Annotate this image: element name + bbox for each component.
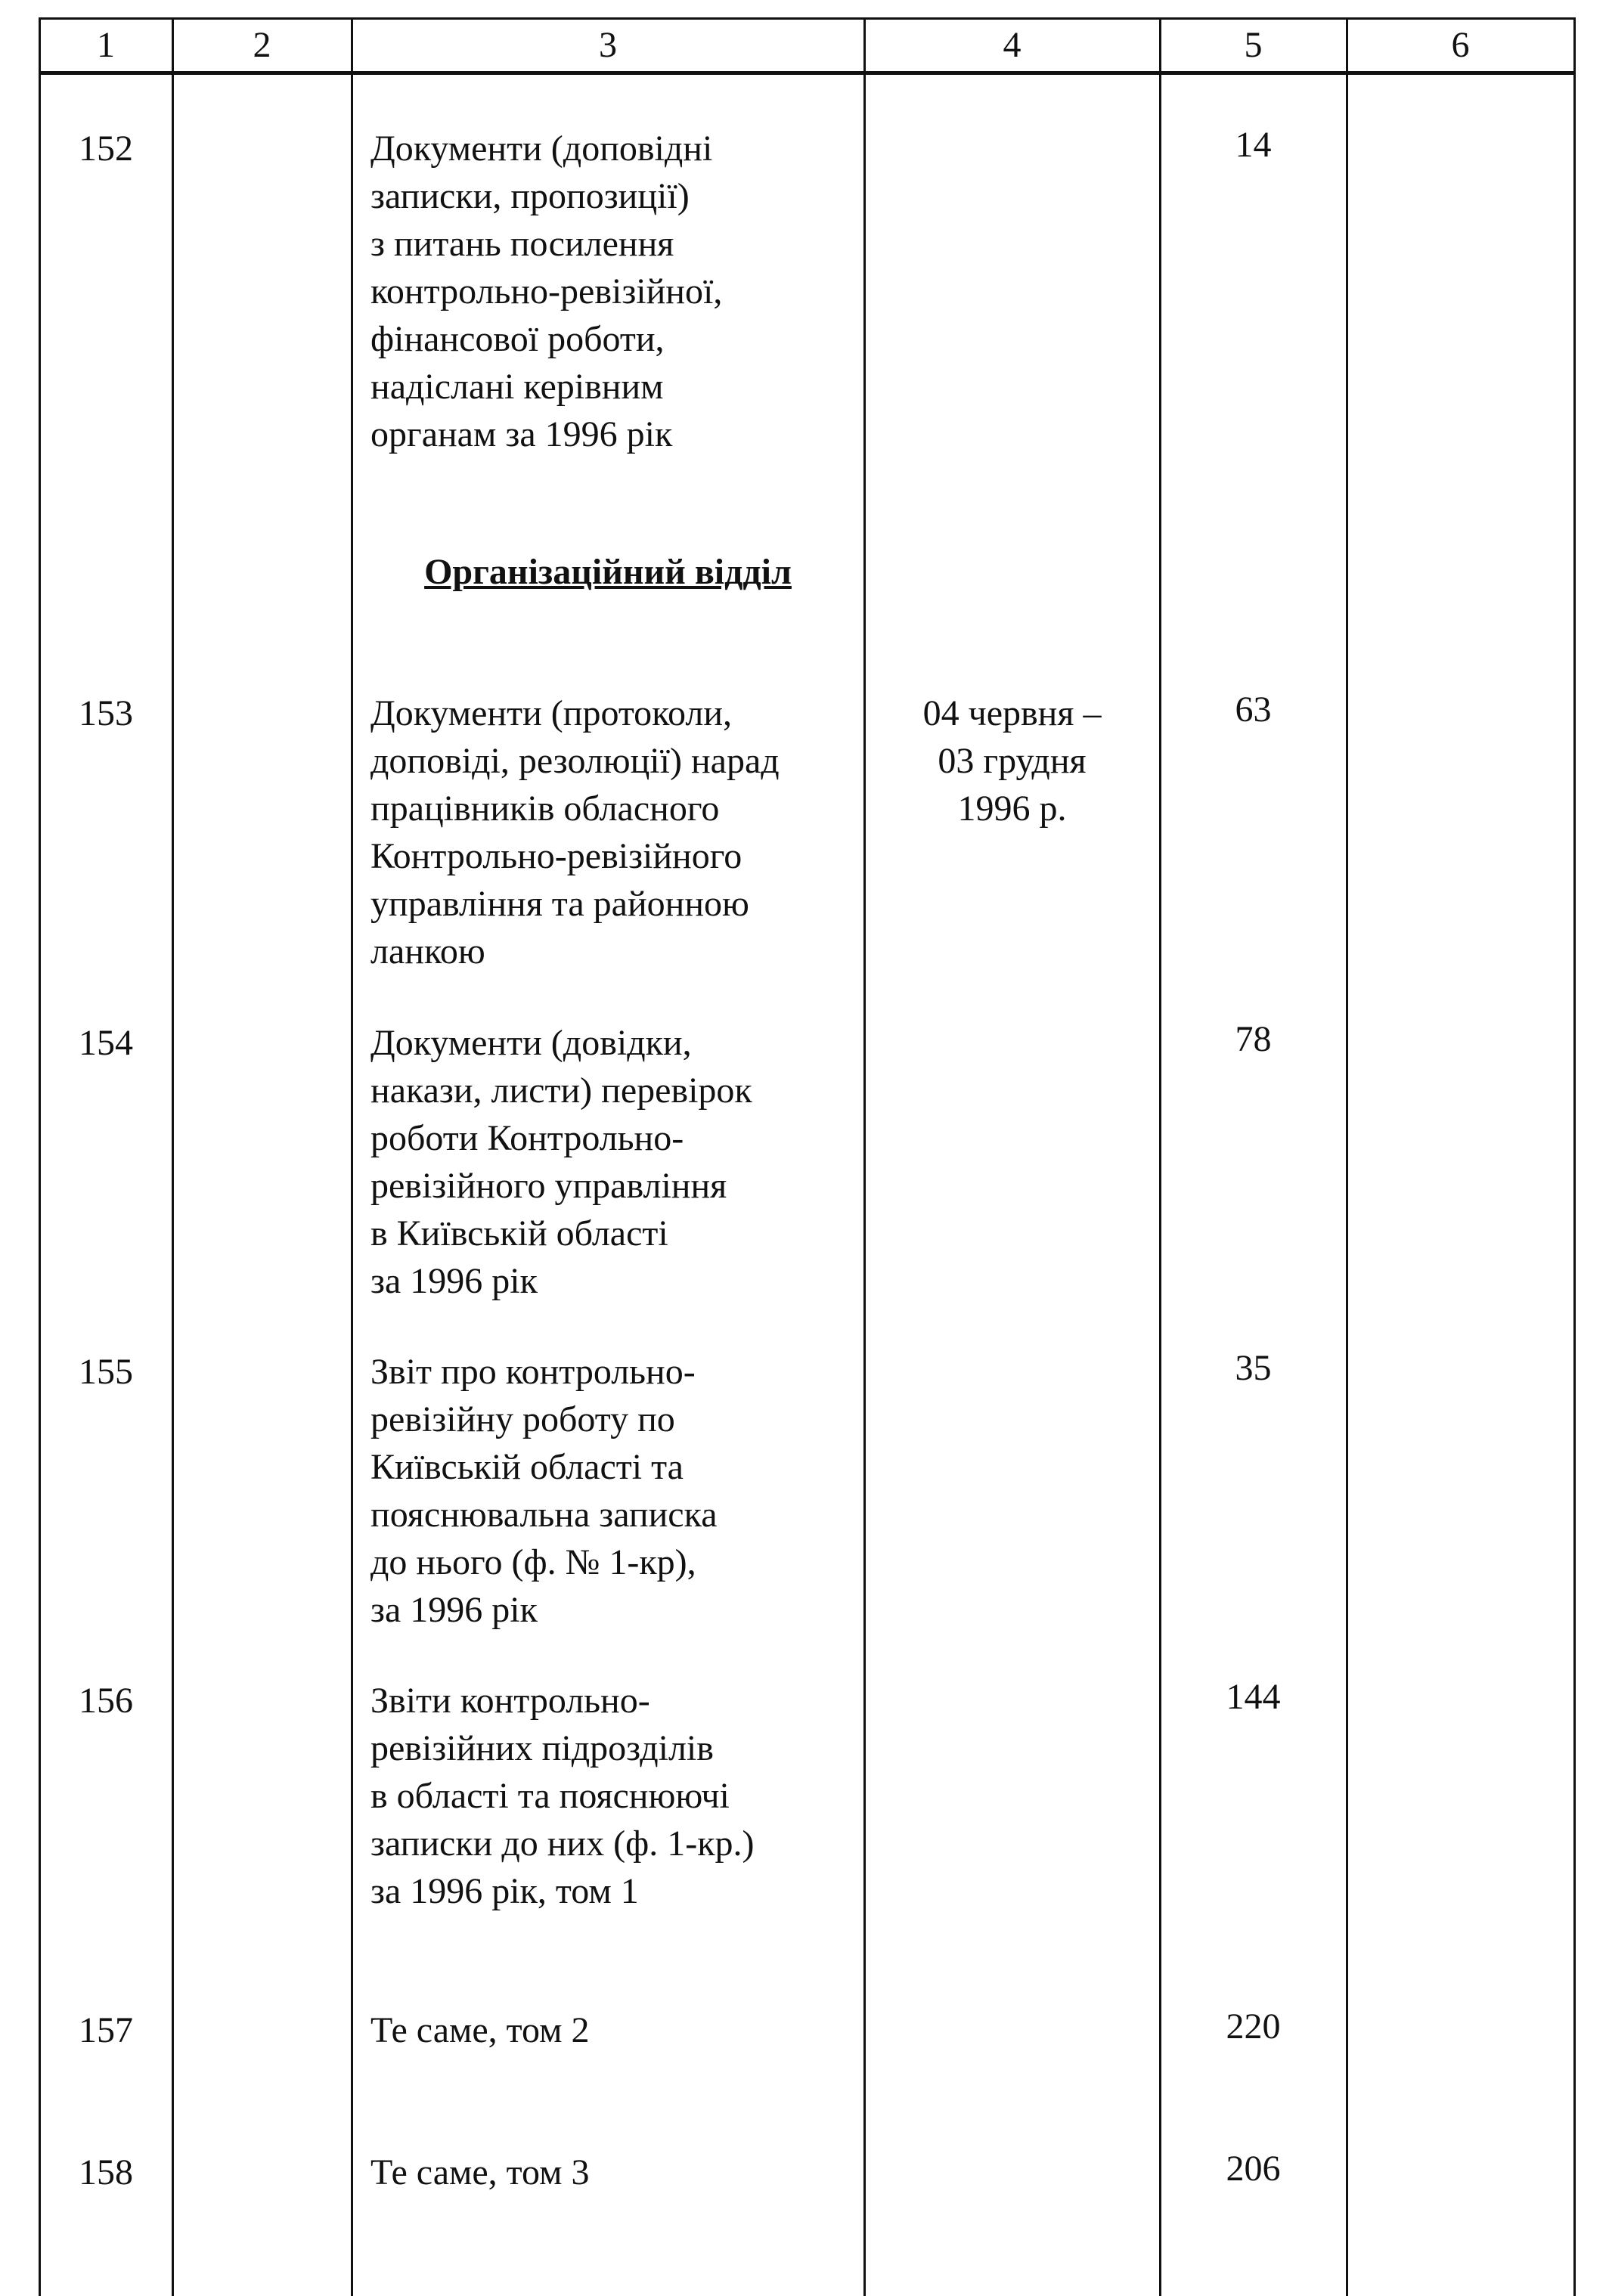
row-title: Звіти контрольно-ревізійних підрозділів в… bbox=[370, 1677, 862, 1915]
row-sheet-count: 206 bbox=[1226, 2149, 1281, 2189]
header-col-2: 2 bbox=[253, 25, 271, 65]
title-line: роботи Контрольно- bbox=[370, 1118, 684, 1158]
header-col-5: 5 bbox=[1244, 25, 1263, 65]
title-line: ланкою bbox=[370, 931, 485, 971]
title-line: ревізійну роботу по bbox=[370, 1399, 675, 1439]
column-divider bbox=[172, 17, 174, 2296]
title-line: до нього (ф. № 1-кр), bbox=[370, 1542, 696, 1582]
column-divider bbox=[351, 17, 353, 2296]
row-title: Документи (протоколи, доповіді, резолюції… bbox=[370, 689, 862, 975]
title-line: за 1996 рік bbox=[370, 1590, 538, 1630]
row-sheet-count: 78 bbox=[1235, 1019, 1272, 1059]
row-title: Документи (довідки, накази, листи) переві… bbox=[370, 1019, 862, 1305]
row-title: Звіт про контрольно-ревізійну роботу по К… bbox=[370, 1348, 862, 1634]
title-line: записки до них (ф. 1-кр.) bbox=[370, 1823, 755, 1864]
title-line: ревізійного управління bbox=[370, 1166, 727, 1206]
row-title: Те саме, том 2 bbox=[370, 2006, 862, 2054]
title-line: Те саме, том 2 bbox=[370, 2010, 590, 2050]
title-line: накази, листи) перевірок bbox=[370, 1071, 752, 1111]
header-col-4: 4 bbox=[1003, 25, 1022, 65]
row-title: Те саме, том 3 bbox=[370, 2149, 862, 2196]
title-line: з питань посилення bbox=[370, 224, 674, 264]
title-line: пояснювальна записка bbox=[370, 1495, 718, 1535]
title-line: Документи (доповідні bbox=[370, 129, 713, 169]
title-line: доповіді, резолюції) нарад bbox=[370, 741, 780, 781]
table-top-border bbox=[39, 17, 1575, 20]
title-line: за 1996 рік bbox=[370, 1261, 538, 1301]
row-number: 154 bbox=[79, 1023, 133, 1063]
row-number: 156 bbox=[79, 1681, 133, 1721]
column-divider bbox=[1573, 17, 1576, 2296]
title-line: в Київській області bbox=[370, 1213, 668, 1253]
row-number: 153 bbox=[79, 693, 133, 733]
column-divider bbox=[863, 17, 866, 2296]
title-line: Документи (довідки, bbox=[370, 1023, 692, 1063]
row-sheet-count: 35 bbox=[1235, 1348, 1272, 1388]
title-line: органам за 1996 рік bbox=[370, 414, 673, 454]
row-sheet-count: 220 bbox=[1226, 2006, 1281, 2047]
title-line: управління та районною bbox=[370, 884, 749, 924]
row-dates: 04 червня – 03 грудня 1996 р. bbox=[864, 689, 1160, 832]
row-number: 158 bbox=[79, 2152, 133, 2192]
row-number: 155 bbox=[79, 1352, 133, 1392]
title-line: за 1996 рік, том 1 bbox=[370, 1871, 639, 1911]
title-line: надіслані керівним bbox=[370, 367, 664, 407]
title-line: Звіт про контрольно- bbox=[370, 1352, 696, 1392]
column-divider bbox=[39, 17, 41, 2296]
header-col-3: 3 bbox=[599, 25, 617, 65]
row-title: Документи (доповідні записки, пропозиції)… bbox=[370, 125, 862, 458]
date-line: 03 грудня bbox=[938, 741, 1087, 781]
header-col-1: 1 bbox=[97, 25, 115, 65]
row-number: 152 bbox=[79, 129, 133, 169]
title-line: контрольно-ревізійної, bbox=[370, 271, 723, 311]
title-line: Київській області та bbox=[370, 1447, 684, 1487]
title-line: фінансової роботи, bbox=[370, 319, 665, 359]
row-sheet-count: 14 bbox=[1235, 125, 1272, 165]
title-line: Документи (протоколи, bbox=[370, 693, 733, 733]
title-line: Звіти контрольно- bbox=[370, 1681, 650, 1721]
column-divider bbox=[1159, 17, 1161, 2296]
column-divider bbox=[1346, 17, 1348, 2296]
row-sheet-count: 144 bbox=[1226, 1677, 1281, 1717]
title-line: працівників обласного bbox=[370, 789, 720, 829]
title-line: записки, пропозиції) bbox=[370, 176, 690, 216]
header-col-6: 6 bbox=[1451, 25, 1470, 65]
date-line: 04 червня – bbox=[922, 693, 1102, 733]
row-number: 157 bbox=[79, 2010, 133, 2050]
title-line: Те саме, том 3 bbox=[370, 2152, 590, 2192]
row-sheet-count: 63 bbox=[1235, 689, 1272, 730]
title-line: Контрольно-ревізійного bbox=[370, 836, 742, 876]
date-line: 1996 р. bbox=[957, 789, 1067, 829]
header-bottom-border bbox=[39, 71, 1575, 75]
title-line: ревізійних підрозділів bbox=[370, 1728, 714, 1768]
section-heading: Організаційний відділ bbox=[424, 552, 792, 592]
title-line: в області та пояснюючі bbox=[370, 1776, 730, 1816]
